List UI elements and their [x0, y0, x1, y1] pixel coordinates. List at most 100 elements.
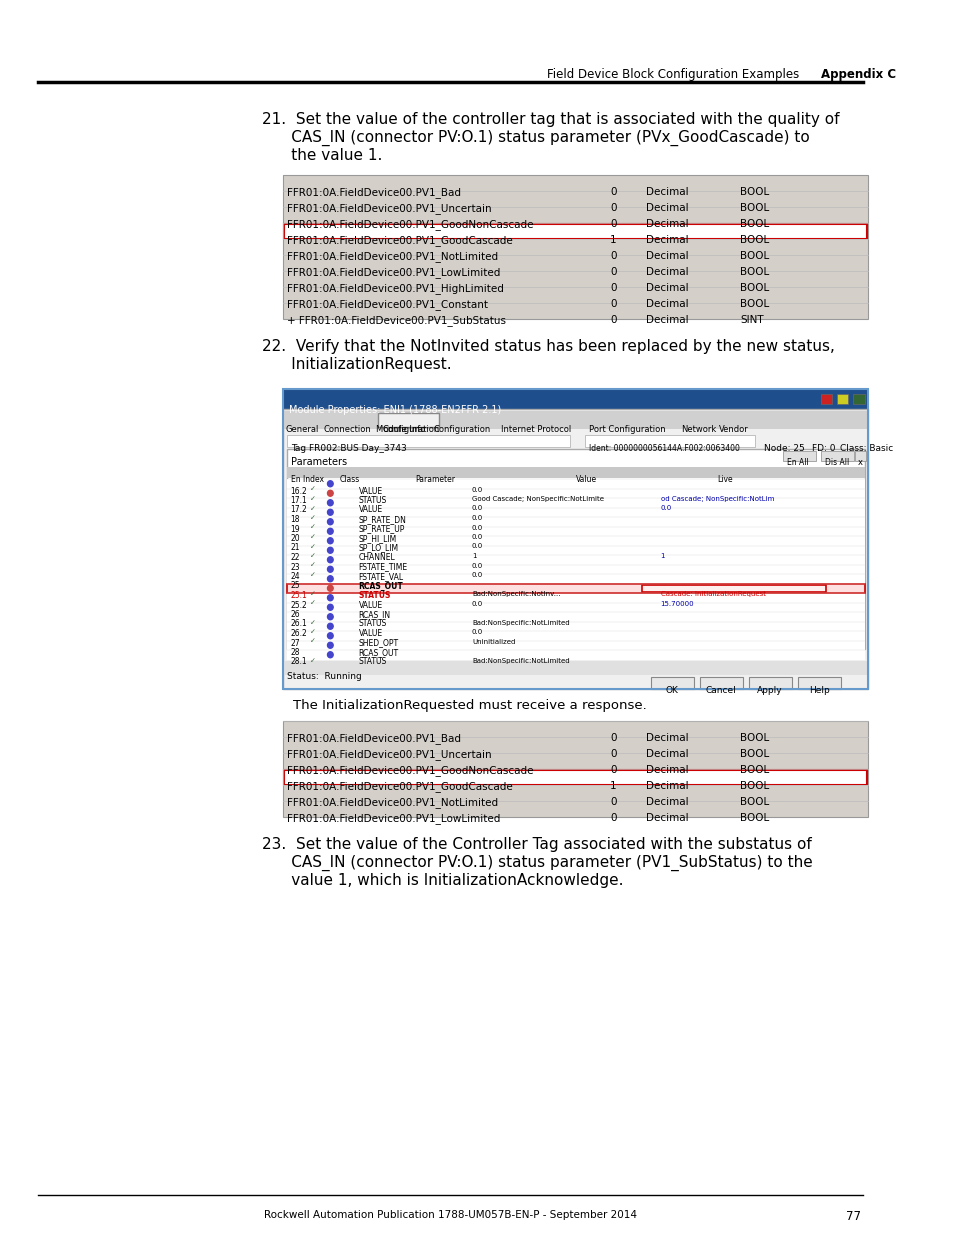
Text: Network: Network — [680, 425, 715, 433]
Text: FFR01:0A.FieldDevice00.PV1_LowLimited: FFR01:0A.FieldDevice00.PV1_LowLimited — [287, 813, 499, 824]
Bar — [287, 467, 863, 478]
Text: 17.2: 17.2 — [291, 505, 307, 515]
Text: 1: 1 — [660, 553, 664, 559]
Text: FFR01:0A.FieldDevice00.PV1_NotLimited: FFR01:0A.FieldDevice00.PV1_NotLimited — [287, 797, 497, 808]
Text: 21: 21 — [291, 543, 300, 552]
Text: Decimal: Decimal — [645, 764, 687, 776]
Bar — [287, 641, 863, 650]
Text: BOOL: BOOL — [740, 299, 768, 309]
Bar — [287, 574, 863, 583]
Text: RCAS_OUT: RCAS_OUT — [358, 648, 398, 657]
Bar — [821, 451, 853, 461]
Text: Appendix C: Appendix C — [821, 68, 895, 82]
Text: 16.2: 16.2 — [291, 487, 307, 495]
Text: Cascade: InitializationRequest: Cascade: InitializationRequest — [660, 592, 765, 597]
Text: 0.0: 0.0 — [472, 572, 482, 578]
Text: 0: 0 — [610, 797, 616, 806]
Text: Class: Class — [339, 475, 359, 484]
Circle shape — [327, 500, 333, 506]
Text: 26: 26 — [291, 610, 300, 619]
Text: BOOL: BOOL — [740, 219, 768, 228]
Text: Decimal: Decimal — [645, 748, 687, 760]
Text: 0: 0 — [610, 315, 616, 325]
Text: VALUE: VALUE — [358, 505, 382, 515]
Circle shape — [327, 614, 333, 620]
Bar — [283, 175, 867, 191]
Text: SP_RATE_DN: SP_RATE_DN — [358, 515, 406, 524]
Text: 0.0: 0.0 — [472, 534, 482, 540]
Bar — [287, 583, 863, 593]
Bar — [283, 802, 867, 818]
Bar — [283, 409, 867, 689]
Text: Help: Help — [808, 685, 829, 695]
Text: STATUS: STATUS — [358, 620, 387, 629]
Text: ✓: ✓ — [309, 592, 315, 597]
Text: Decimal: Decimal — [645, 251, 687, 261]
Circle shape — [327, 509, 333, 515]
Text: Parameters: Parameters — [291, 457, 347, 467]
Text: ✓: ✓ — [309, 638, 315, 645]
Bar — [283, 389, 867, 689]
Text: FFR01:0A.FieldDevice00.PV1_Constant: FFR01:0A.FieldDevice00.PV1_Constant — [287, 299, 487, 310]
Text: ✓: ✓ — [309, 525, 315, 531]
Text: 0.0: 0.0 — [472, 562, 482, 568]
Text: 0.0: 0.0 — [472, 600, 482, 606]
Text: 0.0: 0.0 — [472, 525, 482, 531]
Text: SP_RATE_UP: SP_RATE_UP — [358, 525, 405, 534]
Text: 0: 0 — [610, 203, 616, 212]
Bar — [287, 650, 863, 659]
Bar — [700, 677, 742, 689]
Bar — [287, 489, 863, 498]
Text: Good Cascade; NonSpecific:NotLimite: Good Cascade; NonSpecific:NotLimite — [472, 496, 603, 501]
Bar — [641, 584, 825, 592]
Bar — [283, 785, 867, 802]
Text: BOOL: BOOL — [740, 734, 768, 743]
Text: 18: 18 — [291, 515, 300, 524]
Bar — [287, 631, 863, 641]
Text: ✓: ✓ — [309, 534, 315, 540]
Text: Decimal: Decimal — [645, 186, 687, 198]
Circle shape — [327, 624, 333, 630]
Bar — [283, 191, 867, 207]
Text: 23.  Set the value of the Controller Tag associated with the substatus of: 23. Set the value of the Controller Tag … — [262, 837, 811, 852]
Text: SP_HI_LIM: SP_HI_LIM — [358, 534, 396, 543]
Text: BOOL: BOOL — [740, 203, 768, 212]
Text: the value 1.: the value 1. — [262, 148, 382, 163]
Text: SINT: SINT — [740, 315, 762, 325]
Text: 0.0: 0.0 — [660, 505, 671, 511]
Text: 22.  Verify that the NotInvited status has been replaced by the new status,: 22. Verify that the NotInvited status ha… — [262, 338, 835, 354]
Text: FFR01:0A.FieldDevice00.PV1_GoodCascade: FFR01:0A.FieldDevice00.PV1_GoodCascade — [287, 781, 512, 792]
Text: Decimal: Decimal — [645, 734, 687, 743]
Circle shape — [327, 537, 333, 543]
Text: VALUE: VALUE — [358, 600, 382, 610]
Text: Decimal: Decimal — [645, 813, 687, 823]
Text: ✓: ✓ — [309, 657, 315, 663]
Text: 1: 1 — [610, 781, 617, 790]
Text: Value: Value — [575, 475, 597, 484]
Text: Configuration: Configuration — [382, 425, 439, 433]
Text: FFR01:0A.FieldDevice00.PV1_LowLimited: FFR01:0A.FieldDevice00.PV1_LowLimited — [287, 267, 499, 278]
Text: FFR01:0A.FieldDevice00.PV1_GoodNonCascade: FFR01:0A.FieldDevice00.PV1_GoodNonCascad… — [287, 764, 533, 776]
Text: FFR01:0A.FieldDevice00.PV1_NotLimited: FFR01:0A.FieldDevice00.PV1_NotLimited — [287, 251, 497, 262]
Text: ✓: ✓ — [309, 553, 315, 559]
Text: 0.0: 0.0 — [472, 487, 482, 493]
Bar — [283, 175, 867, 319]
Text: RCAS_OUT: RCAS_OUT — [358, 582, 403, 590]
Bar — [854, 451, 865, 461]
Bar — [287, 564, 863, 574]
Text: 15.70000: 15.70000 — [660, 600, 694, 606]
Bar — [283, 287, 867, 303]
Text: 21.  Set the value of the controller tag that is associated with the quality of: 21. Set the value of the controller tag … — [262, 112, 839, 127]
Bar — [283, 224, 867, 240]
Text: FFR01:0A.FieldDevice00.PV1_Uncertain: FFR01:0A.FieldDevice00.PV1_Uncertain — [287, 203, 491, 214]
Text: ✓: ✓ — [309, 620, 315, 625]
Bar — [283, 661, 867, 676]
Bar — [284, 224, 866, 240]
Text: 0: 0 — [610, 267, 616, 277]
Text: Ident: 0000000056144A.F002:0063400: Ident: 0000000056144A.F002:0063400 — [588, 445, 739, 453]
Bar — [284, 769, 866, 785]
Text: InitializationRequest.: InitializationRequest. — [262, 357, 452, 372]
Text: ✓: ✓ — [309, 543, 315, 550]
Text: Uninitialized: Uninitialized — [472, 638, 515, 645]
Bar — [287, 546, 863, 555]
